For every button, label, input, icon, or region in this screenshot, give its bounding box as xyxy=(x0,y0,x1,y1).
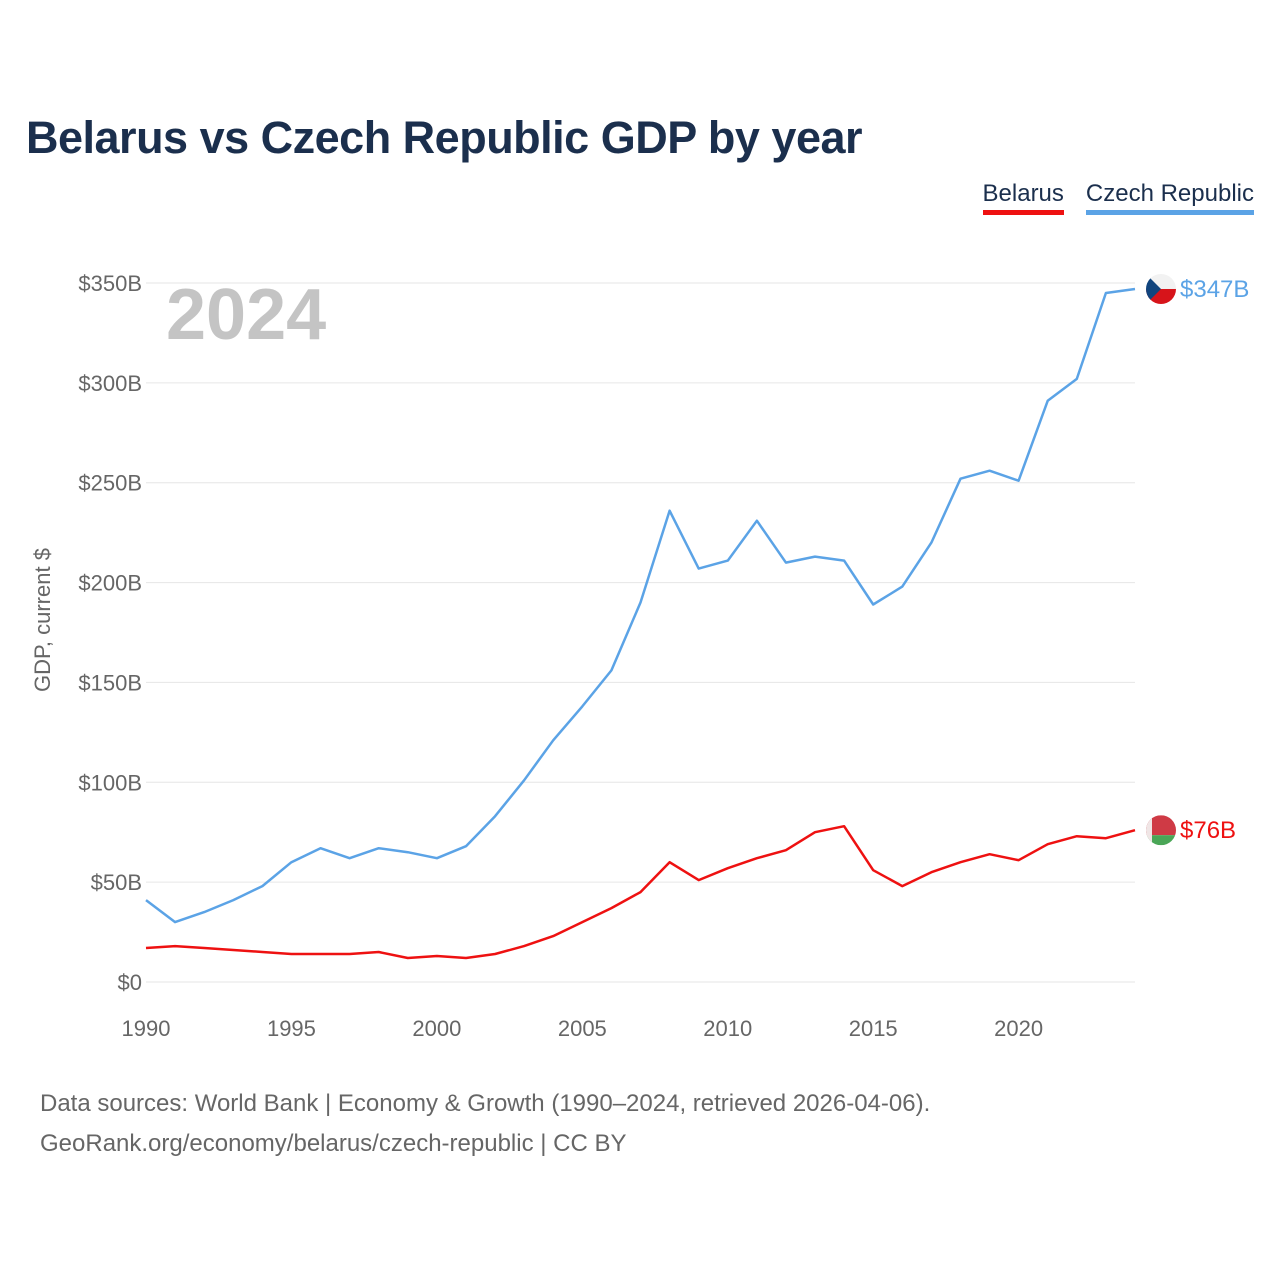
x-tick-label: 1990 xyxy=(122,1016,171,1041)
line-chart: 2024 $0 $50B $100B $150B $200B $250B $300B $350B… xyxy=(30,271,1249,1041)
legend-item-belarus[interactable]: Belarus xyxy=(982,180,1064,215)
belarus-flag-icon xyxy=(1146,815,1176,846)
x-tick-label: 2010 xyxy=(703,1016,752,1041)
year-label: 2024 xyxy=(166,275,326,355)
y-tick-label: $50B xyxy=(91,870,142,895)
legend: Belarus Czech Republic xyxy=(982,180,1254,215)
y-tick-label: $300B xyxy=(78,371,142,396)
y-tick-label: $150B xyxy=(78,670,142,695)
y-axis-label: GDP, current $ xyxy=(30,548,55,692)
source-line-2[interactable]: GeoRank.org/economy/belarus/czech-republ… xyxy=(40,1130,627,1157)
y-tick-label: $350B xyxy=(78,271,142,296)
x-tick-label: 2015 xyxy=(849,1016,898,1041)
end-value-label-belarus: $76B xyxy=(1180,817,1236,844)
end-value-label-czech-republic: $347B xyxy=(1180,276,1249,303)
y-tick-label: $0 xyxy=(118,970,142,995)
y-tick-label: $100B xyxy=(78,770,142,795)
y-tick-label: $200B xyxy=(78,571,142,596)
x-tick-label: 1995 xyxy=(267,1016,316,1041)
source-note: Data sources: World Bank | Economy & Gro… xyxy=(40,1084,930,1164)
y-tick-label: $250B xyxy=(78,471,142,496)
legend-item-czech-republic[interactable]: Czech Republic xyxy=(1085,180,1254,215)
series-line-czech-republic xyxy=(145,287,1136,924)
x-tick-label: 2020 xyxy=(994,1016,1043,1041)
czech-flag-icon xyxy=(1146,273,1176,304)
source-line-1: Data sources: World Bank | Economy & Gro… xyxy=(40,1090,931,1117)
x-tick-label: 2000 xyxy=(412,1016,461,1041)
chart-title: Belarus vs Czech Republic GDP by year xyxy=(26,112,863,163)
x-tick-label: 2005 xyxy=(558,1016,607,1041)
series-line-belarus xyxy=(145,824,1136,960)
